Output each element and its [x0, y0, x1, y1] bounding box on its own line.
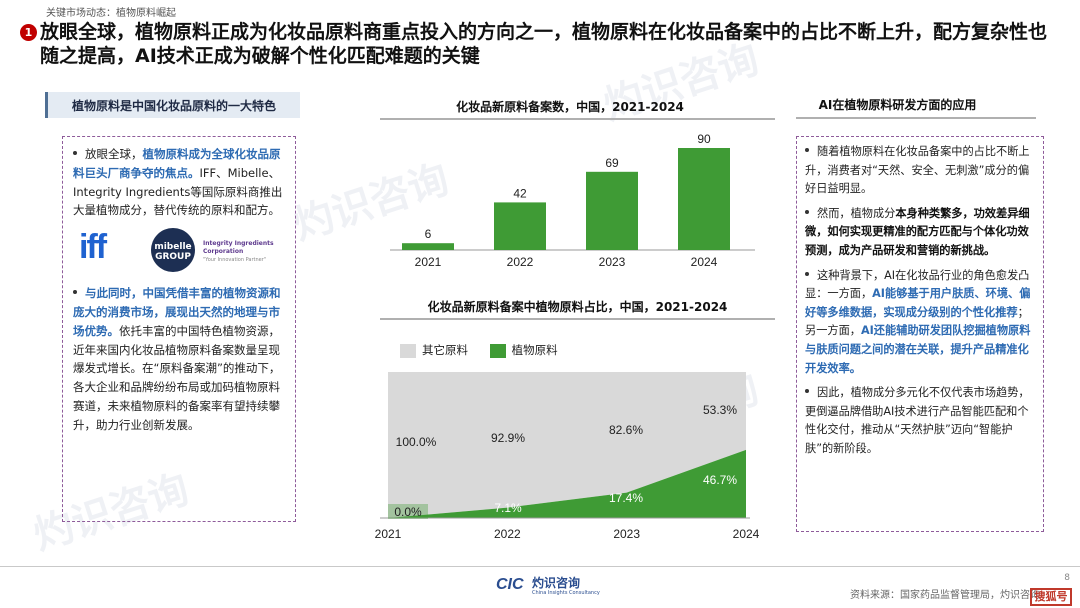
left-para-2: 与此同时，中国凭借丰富的植物资源和庞大的消费市场，展现出天然的地理与市场优势。依…: [73, 286, 281, 432]
data-label-plant: 7.1%: [494, 501, 522, 515]
area-chart-title: 化妆品新原料备案中植物原料占比，中国，2021-2024: [427, 300, 728, 314]
data-label-other: 82.6%: [609, 423, 643, 437]
left-panel-box: 放眼全球，植物原料成为全球化妆品原料巨头厂商争夺的焦点。IFF、Mibelle、…: [62, 136, 296, 522]
area-chart-legend: 其它原料 植物原料: [400, 342, 576, 358]
divider: [796, 117, 1036, 119]
data-label: 42: [513, 186, 527, 200]
source-note: 资料来源：国家药品监督管理局，灼识咨询: [850, 590, 1040, 601]
data-label: 90: [697, 132, 711, 146]
right-panel-header: AI在植物原料研发方面的应用: [818, 98, 977, 112]
bullet-icon: [805, 148, 809, 152]
data-label-other: 53.3%: [703, 403, 737, 417]
breadcrumb: 关键市场动态：植物原料崛起: [46, 8, 176, 19]
divider: [380, 318, 775, 320]
right-para-4: 因此，植物成分多元化不仅代表市场趋势，更倒逼品牌借助AI技术进行产品智能匹配和个…: [805, 386, 1030, 455]
page-number: 8: [1064, 573, 1070, 583]
data-label-plant: 0.0%: [394, 505, 422, 519]
data-label: 69: [605, 156, 619, 170]
data-label: 6: [425, 227, 432, 241]
tick-label: 2021: [375, 527, 402, 541]
title-number-badge: 1: [20, 24, 37, 41]
legend-item-other: 其它原料: [400, 342, 468, 358]
divider: [380, 118, 775, 120]
right-para-1: 随着植物原料在化妆品备案中的占比不断上升，消费者对“天然、安全、无刺激”成分的偏…: [805, 145, 1030, 196]
data-label-plant: 17.4%: [609, 491, 643, 505]
area-plant: [388, 449, 746, 518]
data-label-other: 92.9%: [491, 431, 525, 445]
tick-label: 2024: [691, 255, 718, 269]
label-bg: [388, 504, 428, 519]
bar-2023: [586, 171, 638, 250]
data-label-plant: 46.7%: [703, 473, 737, 487]
tick-label: 2023: [613, 527, 640, 541]
title-text: 放眼全球，植物原料正成为化妆品原料商重点投入的方向之一，植物原料在化妆品备案中的…: [40, 21, 1048, 67]
integrity-ingredients-logo: Integrity Ingredients Corporation "Your I…: [203, 240, 274, 264]
tick-label: 2022: [494, 527, 521, 541]
iff-logo: iff: [79, 228, 107, 267]
bar-2021: [402, 243, 454, 250]
partner-logos: iff mibelle GROUP Integrity Ingredients C…: [73, 228, 287, 278]
data-label-other: 100.0%: [396, 435, 437, 449]
cic-logo: CIC 灼识咨询 China Insights Consultancy: [496, 576, 600, 596]
bar-2024: [678, 148, 730, 250]
area-chart: 100.0% 92.9% 82.6% 53.3% 0.0% 7.1% 17.4% 46.7% 2…: [375, 372, 760, 541]
area-other: [388, 372, 746, 518]
left-para-1: 放眼全球，植物原料成为全球化妆品原料巨头厂商争夺的焦点。IFF、Mibelle、…: [73, 147, 283, 218]
bar-chart-title: 化妆品新原料备案数，中国，2021-2024: [456, 100, 684, 114]
tick-label: 2024: [733, 527, 760, 541]
legend-item-plant: 植物原料: [489, 342, 558, 358]
left-panel-header: 植物原料是中国化妆品原料的一大特色: [45, 92, 300, 118]
right-para-2: 然而，植物成分本身种类繁多，功效差异细微，如何实现更精准的配方匹配与个体化功效预…: [805, 206, 1030, 257]
footer-divider: [0, 566, 1080, 567]
bar-chart: 6 2021 42 2022 69 2023 90 2024: [390, 132, 755, 269]
bullet-icon: [73, 290, 77, 295]
sohu-stamp: 搜狐号: [1030, 588, 1072, 606]
tick-label: 2021: [415, 255, 442, 269]
bullet-icon: [805, 389, 809, 394]
bullet-icon: [805, 271, 809, 276]
right-panel-box: 随着植物原料在化妆品备案中的占比不断上升，消费者对“天然、安全、无刺激”成分的偏…: [796, 136, 1044, 532]
mibelle-logo: mibelle GROUP: [151, 228, 195, 273]
bar-2022: [494, 202, 546, 250]
right-para-3: 这种背景下，AI在化妆品行业的角色愈发凸显：一方面，AI能够基于用户肤质、环境、…: [805, 268, 1031, 375]
bullet-icon: [805, 209, 809, 214]
bullet-icon: [73, 151, 77, 155]
tick-label: 2022: [507, 255, 534, 269]
tick-label: 2023: [599, 255, 626, 269]
